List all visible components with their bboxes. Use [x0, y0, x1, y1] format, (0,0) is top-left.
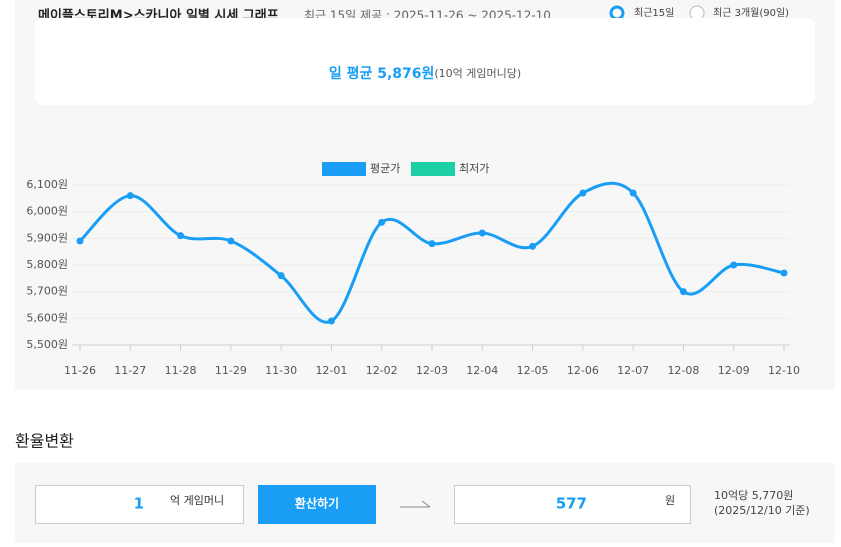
point	[579, 189, 587, 197]
y-tick-label: 6,100원	[26, 178, 68, 191]
point	[428, 240, 436, 248]
y-tick-label: 5,500원	[26, 338, 68, 351]
summary-unit: (10억 게임머니당)	[434, 67, 521, 80]
point	[679, 288, 687, 296]
point	[277, 272, 285, 280]
x-tick-label: 11-30	[265, 364, 297, 377]
summary-box	[35, 18, 815, 105]
chart: 5,500원 5,600원 5,700원 5,800원 5,900원 6,000원 6,10…	[26, 162, 800, 377]
radio-label[interactable]: 최근15일	[634, 7, 674, 19]
point	[780, 269, 788, 277]
point	[629, 189, 637, 197]
rate-note: (2025/12/10 기준)	[714, 504, 810, 517]
input-box[interactable]	[35, 485, 244, 524]
x-tick-label: 12-09	[718, 364, 750, 377]
point	[327, 317, 335, 325]
x-tick-label: 12-08	[667, 364, 699, 377]
radio-label[interactable]: 최근 3개월(90일)	[713, 7, 789, 19]
point	[227, 237, 235, 245]
input-value[interactable]: 1	[134, 495, 144, 513]
point	[177, 232, 185, 240]
legend-swatch	[411, 162, 455, 176]
x-tick-label: 11-29	[215, 364, 247, 377]
y-tick-label: 5,900원	[26, 231, 68, 244]
y-tick-label: 5,800원	[26, 258, 68, 271]
summary-main: 일 평균 5,876원	[329, 65, 435, 82]
converter-title: 환율변환	[15, 432, 74, 451]
point	[76, 237, 84, 245]
summary: 일 평균 5,876원(10억 게임머니당)	[329, 65, 521, 82]
rate-note: 10억당 5,770원	[714, 489, 793, 502]
convert-button[interactable]	[258, 485, 376, 524]
x-tick-label: 12-01	[315, 364, 347, 377]
x-tick-label: 12-03	[416, 364, 448, 377]
x-tick-label: 11-27	[114, 364, 146, 377]
point	[126, 192, 134, 200]
x-tick-label: 11-28	[165, 364, 197, 377]
radio-selected[interactable]	[609, 5, 625, 21]
output-unit: 원	[665, 494, 675, 507]
y-tick-label: 6,000원	[26, 205, 68, 218]
x-tick-label: 12-02	[366, 364, 398, 377]
legend-label: 평균가	[370, 162, 400, 175]
radio[interactable]	[689, 5, 705, 21]
x-tick-label: 12-06	[567, 364, 599, 377]
output-value: 577	[556, 495, 587, 513]
x-tick-label: 12-07	[617, 364, 649, 377]
point	[529, 242, 537, 250]
point	[378, 218, 386, 226]
point	[730, 261, 738, 269]
button-label[interactable]: 환산하기	[295, 496, 339, 511]
output-box	[454, 485, 691, 524]
x-tick-label: 12-05	[517, 364, 549, 377]
y-tick-label: 5,600원	[26, 311, 68, 324]
x-tick-label: 12-10	[768, 364, 800, 377]
x-tick-label: 12-04	[466, 364, 498, 377]
y-tick-label: 5,700원	[26, 285, 68, 298]
input-unit: 억 게임머니	[170, 494, 224, 507]
arrow	[400, 500, 431, 508]
legend-swatch	[322, 162, 366, 176]
x-tick-label: 11-26	[64, 364, 96, 377]
legend-label: 최저가	[459, 162, 489, 175]
point	[478, 229, 486, 237]
